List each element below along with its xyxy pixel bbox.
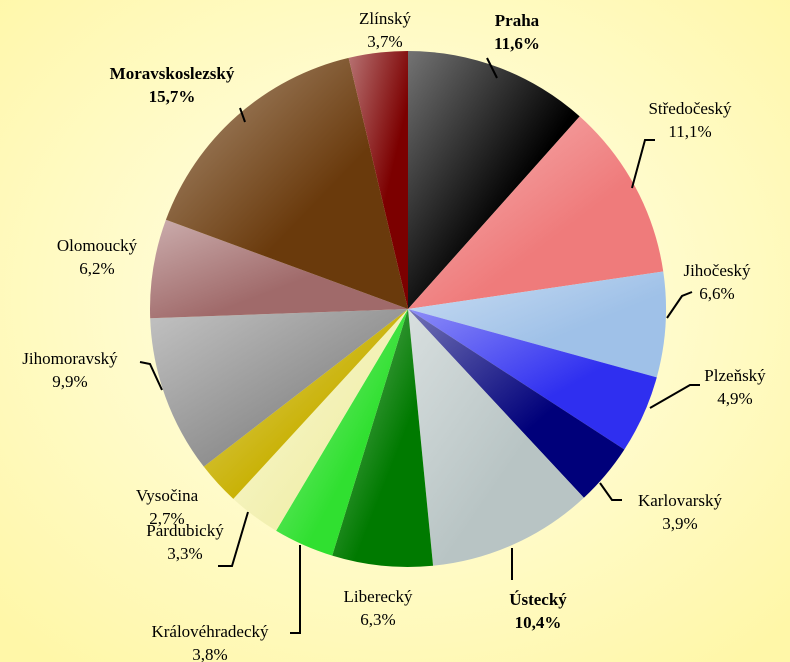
slice-value: 6,2% [79,259,114,278]
pie-slice [408,271,666,378]
slice-value: 3,3% [167,544,202,563]
pie-slice [233,309,408,531]
leader-line [290,545,301,634]
leader-line [218,511,249,567]
leader-line [649,384,700,409]
slice-value: 15,7% [149,87,196,106]
slice-label: Karlovarský [638,491,723,510]
slice-value: 10,4% [515,613,562,632]
slice-label: Zlínský [359,9,411,28]
pie-slice [150,219,409,319]
slice-value: 9,9% [52,372,87,391]
pie-slice [332,309,434,568]
slice-label: Jihočeský [683,261,751,280]
pie-slice [150,309,408,467]
leader-line [666,291,693,319]
slice-value: 2,7% [149,509,184,528]
pie-slice [408,51,580,309]
leader-line [599,482,622,501]
slice-value: 11,1% [668,122,711,141]
slice-label: Jihomoravský [22,349,118,368]
pie-slice [203,309,408,499]
slice-label: Moravskoslezský [110,64,235,83]
slice-value: 6,6% [699,284,734,303]
leader-line [139,361,163,391]
pie-slice [408,116,664,309]
pie-slice [408,309,625,498]
slice-label: Liberecký [344,587,413,606]
slice-value: 3,9% [662,514,697,533]
slice-value: 3,7% [367,32,402,51]
pie-slice [408,309,657,450]
leader-line [631,139,655,189]
slice-label: Plzeňský [704,366,766,385]
leader-line [239,107,246,123]
slice-label: Pardubický [146,521,224,540]
slice-label: Praha [495,11,540,30]
slice-label: Vysočina [136,486,199,505]
slice-value: 4,9% [717,389,752,408]
pie-slice [276,309,408,556]
slice-value: 6,3% [360,610,395,629]
slice-value: 11,6% [494,34,540,53]
pie-slice [165,57,408,309]
pie-slice [348,51,408,309]
slice-label: Olomoucký [57,236,138,255]
slice-value: 3,8% [192,645,227,662]
slice-label: Středočeský [648,99,732,118]
slice-label: Královéhradecký [151,622,269,641]
slice-label: Ústecký [509,590,567,609]
leader-line [486,57,498,79]
pie-slice [408,309,584,566]
